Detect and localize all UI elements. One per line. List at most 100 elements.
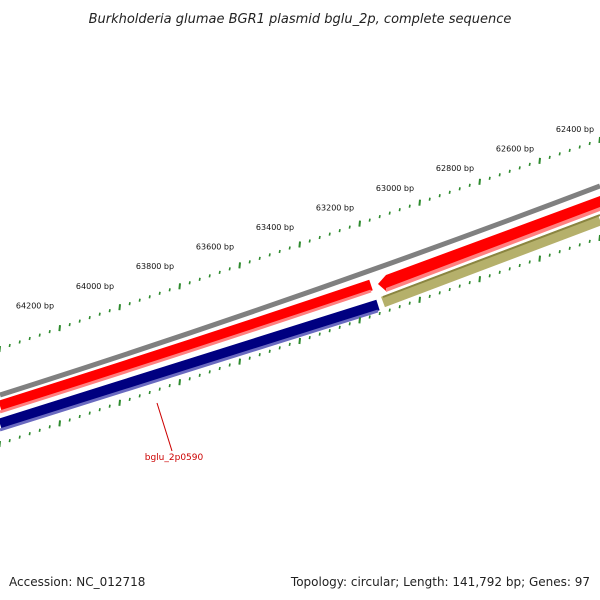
outer-major-tick <box>478 178 481 185</box>
inner-minor-tick <box>448 287 451 292</box>
inner-major-tick <box>178 379 181 386</box>
outer-minor-tick <box>388 211 391 215</box>
tick-label: 64000 bp <box>76 282 114 291</box>
inner-minor-tick <box>258 353 261 357</box>
outer-minor-tick <box>48 329 51 334</box>
inner-minor-tick <box>108 404 111 408</box>
outer-minor-tick <box>308 239 311 243</box>
outer-major-tick <box>538 157 541 164</box>
inner-major-tick <box>358 317 361 324</box>
reverse-gene-left <box>0 299 380 430</box>
inner-minor-tick <box>328 329 331 333</box>
inner-minor-tick <box>548 253 551 257</box>
outer-minor-tick <box>278 249 281 254</box>
tick-label: 64200 bp <box>16 301 54 310</box>
outer-minor-tick <box>188 281 191 285</box>
tick-label: 63000 bp <box>376 184 414 193</box>
outer-major-tick <box>178 283 181 290</box>
inner-minor-tick <box>588 239 591 244</box>
inner-minor-tick <box>188 377 191 381</box>
reverse-gene-left-shade <box>0 309 379 432</box>
outer-tick-ring <box>0 136 600 353</box>
outer-minor-tick <box>338 228 341 233</box>
outer-minor-tick <box>438 194 441 198</box>
outer-major-tick <box>238 262 241 269</box>
outer-minor-tick <box>258 256 261 261</box>
tick-label: 62800 bp <box>436 164 474 173</box>
outer-minor-tick <box>398 208 401 212</box>
outer-minor-tick <box>508 169 511 173</box>
tick-label: 62600 bp <box>496 145 534 154</box>
outer-minor-tick <box>458 187 461 191</box>
forward-gene-right <box>378 196 600 291</box>
tick-label-group: 62400 bp 62600 bp 62800 bp 63000 bp 63200 bp… <box>16 125 594 310</box>
map-title: Burkholderia glumae BGR1 plasmid bglu_2p… <box>89 12 512 27</box>
outer-minor-tick <box>138 298 141 302</box>
forward-gene-left-shade <box>0 289 372 414</box>
outer-major-tick <box>298 241 301 248</box>
outer-minor-tick <box>38 333 41 337</box>
outer-minor-tick <box>498 173 501 177</box>
inner-major-tick <box>418 296 421 303</box>
outer-minor-tick <box>318 235 321 240</box>
outer-minor-tick <box>428 197 431 201</box>
inner-minor-tick <box>468 280 471 285</box>
inner-minor-tick <box>558 250 561 254</box>
outer-minor-tick <box>288 246 291 250</box>
inner-minor-tick <box>138 394 141 398</box>
outer-minor-tick <box>548 155 551 160</box>
gene-label: bglu_2p0590 <box>145 453 204 463</box>
inner-major-tick <box>58 420 61 427</box>
outer-minor-tick <box>78 319 81 323</box>
inner-minor-tick <box>248 356 251 360</box>
outer-minor-tick <box>268 253 271 257</box>
outer-major-tick <box>118 304 121 311</box>
tick-label: 63600 bp <box>196 243 234 252</box>
inner-major-tick <box>298 337 301 345</box>
outer-minor-tick <box>128 302 131 306</box>
inner-minor-tick <box>388 308 391 312</box>
outer-minor-tick <box>108 309 111 313</box>
outer-minor-tick <box>578 145 581 149</box>
outer-minor-tick <box>518 166 521 170</box>
outer-minor-tick <box>168 288 171 292</box>
outer-major-tick <box>418 199 421 206</box>
inner-minor-tick <box>408 301 411 305</box>
forward-gene-left <box>0 279 373 412</box>
tick-label: 63400 bp <box>256 223 294 232</box>
backbone-track <box>0 183 600 398</box>
inner-minor-tick <box>168 383 171 388</box>
outer-major-tick <box>58 325 61 332</box>
topology-summary: Topology: circular; Length: 141,792 bp; … <box>290 575 590 589</box>
inner-minor-tick <box>508 267 511 271</box>
outer-minor-tick <box>448 190 451 194</box>
outer-minor-tick <box>18 340 21 344</box>
tick-label: 62400 bp <box>556 125 594 134</box>
accession-text: Accession: NC_012718 <box>9 575 145 589</box>
inner-minor-tick <box>228 363 231 367</box>
inner-minor-tick <box>528 260 531 264</box>
outer-minor-tick <box>98 312 101 316</box>
inner-minor-tick <box>128 397 131 402</box>
outer-minor-tick <box>198 277 201 281</box>
outer-minor-tick <box>558 152 561 156</box>
inner-minor-tick <box>268 349 271 353</box>
inner-minor-tick <box>28 432 31 436</box>
outer-minor-tick <box>218 270 221 275</box>
feature-right-edge <box>382 214 600 298</box>
inner-minor-tick <box>18 435 21 439</box>
inner-minor-tick <box>68 418 71 422</box>
inner-minor-tick <box>348 322 351 326</box>
outer-minor-tick <box>8 343 11 348</box>
inner-minor-tick <box>458 284 461 288</box>
inner-minor-tick <box>398 305 401 309</box>
inner-minor-tick <box>208 370 211 374</box>
inner-minor-tick <box>158 387 161 391</box>
inner-minor-tick <box>438 291 441 295</box>
outer-minor-tick <box>328 232 331 236</box>
feature-right <box>381 214 600 308</box>
outer-minor-tick <box>378 214 381 219</box>
inner-major-tick <box>238 358 241 365</box>
inner-minor-tick <box>368 315 371 319</box>
